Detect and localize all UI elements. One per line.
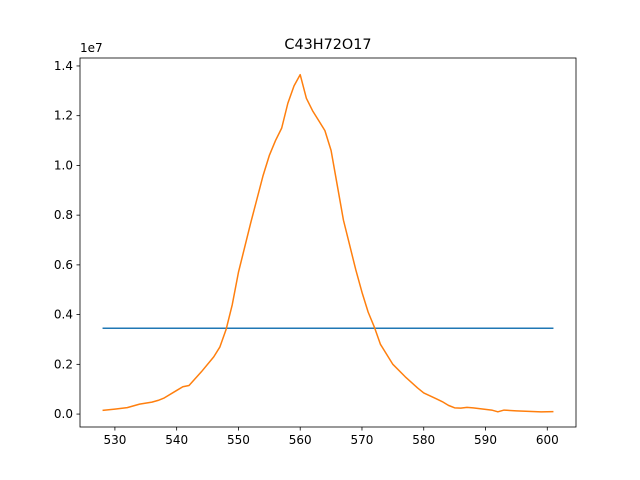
x-axis-ticks: 530 540 550 560 570 580 590 600: [103, 427, 559, 447]
y-tick-label: 1.2: [54, 109, 73, 123]
x-tick-label: 550: [227, 433, 250, 447]
y-offset-label: 1e7: [80, 41, 103, 55]
y-tick-label: 0.0: [54, 407, 73, 421]
x-tick-label: 540: [165, 433, 188, 447]
y-axis-ticks: 0.0 0.2 0.4 0.6 0.8 1.0 1.2 1.4: [54, 59, 80, 421]
y-tick-label: 1.4: [54, 59, 73, 73]
x-tick-label: 580: [412, 433, 435, 447]
y-tick-label: 1.0: [54, 158, 73, 172]
y-tick-label: 0.4: [54, 308, 73, 322]
chart-title: C43H72O17: [284, 37, 371, 53]
x-tick-label: 530: [103, 433, 126, 447]
y-tick-label: 0.2: [54, 357, 73, 371]
y-tick-label: 0.6: [54, 258, 73, 272]
x-tick-label: 600: [536, 433, 559, 447]
x-tick-label: 560: [289, 433, 312, 447]
plot-frame: [79, 57, 577, 428]
x-tick-label: 590: [474, 433, 497, 447]
series-layer: [102, 73, 554, 413]
series-line-2: [102, 73, 554, 413]
y-tick-label: 0.8: [54, 208, 73, 222]
x-tick-label: 570: [351, 433, 374, 447]
